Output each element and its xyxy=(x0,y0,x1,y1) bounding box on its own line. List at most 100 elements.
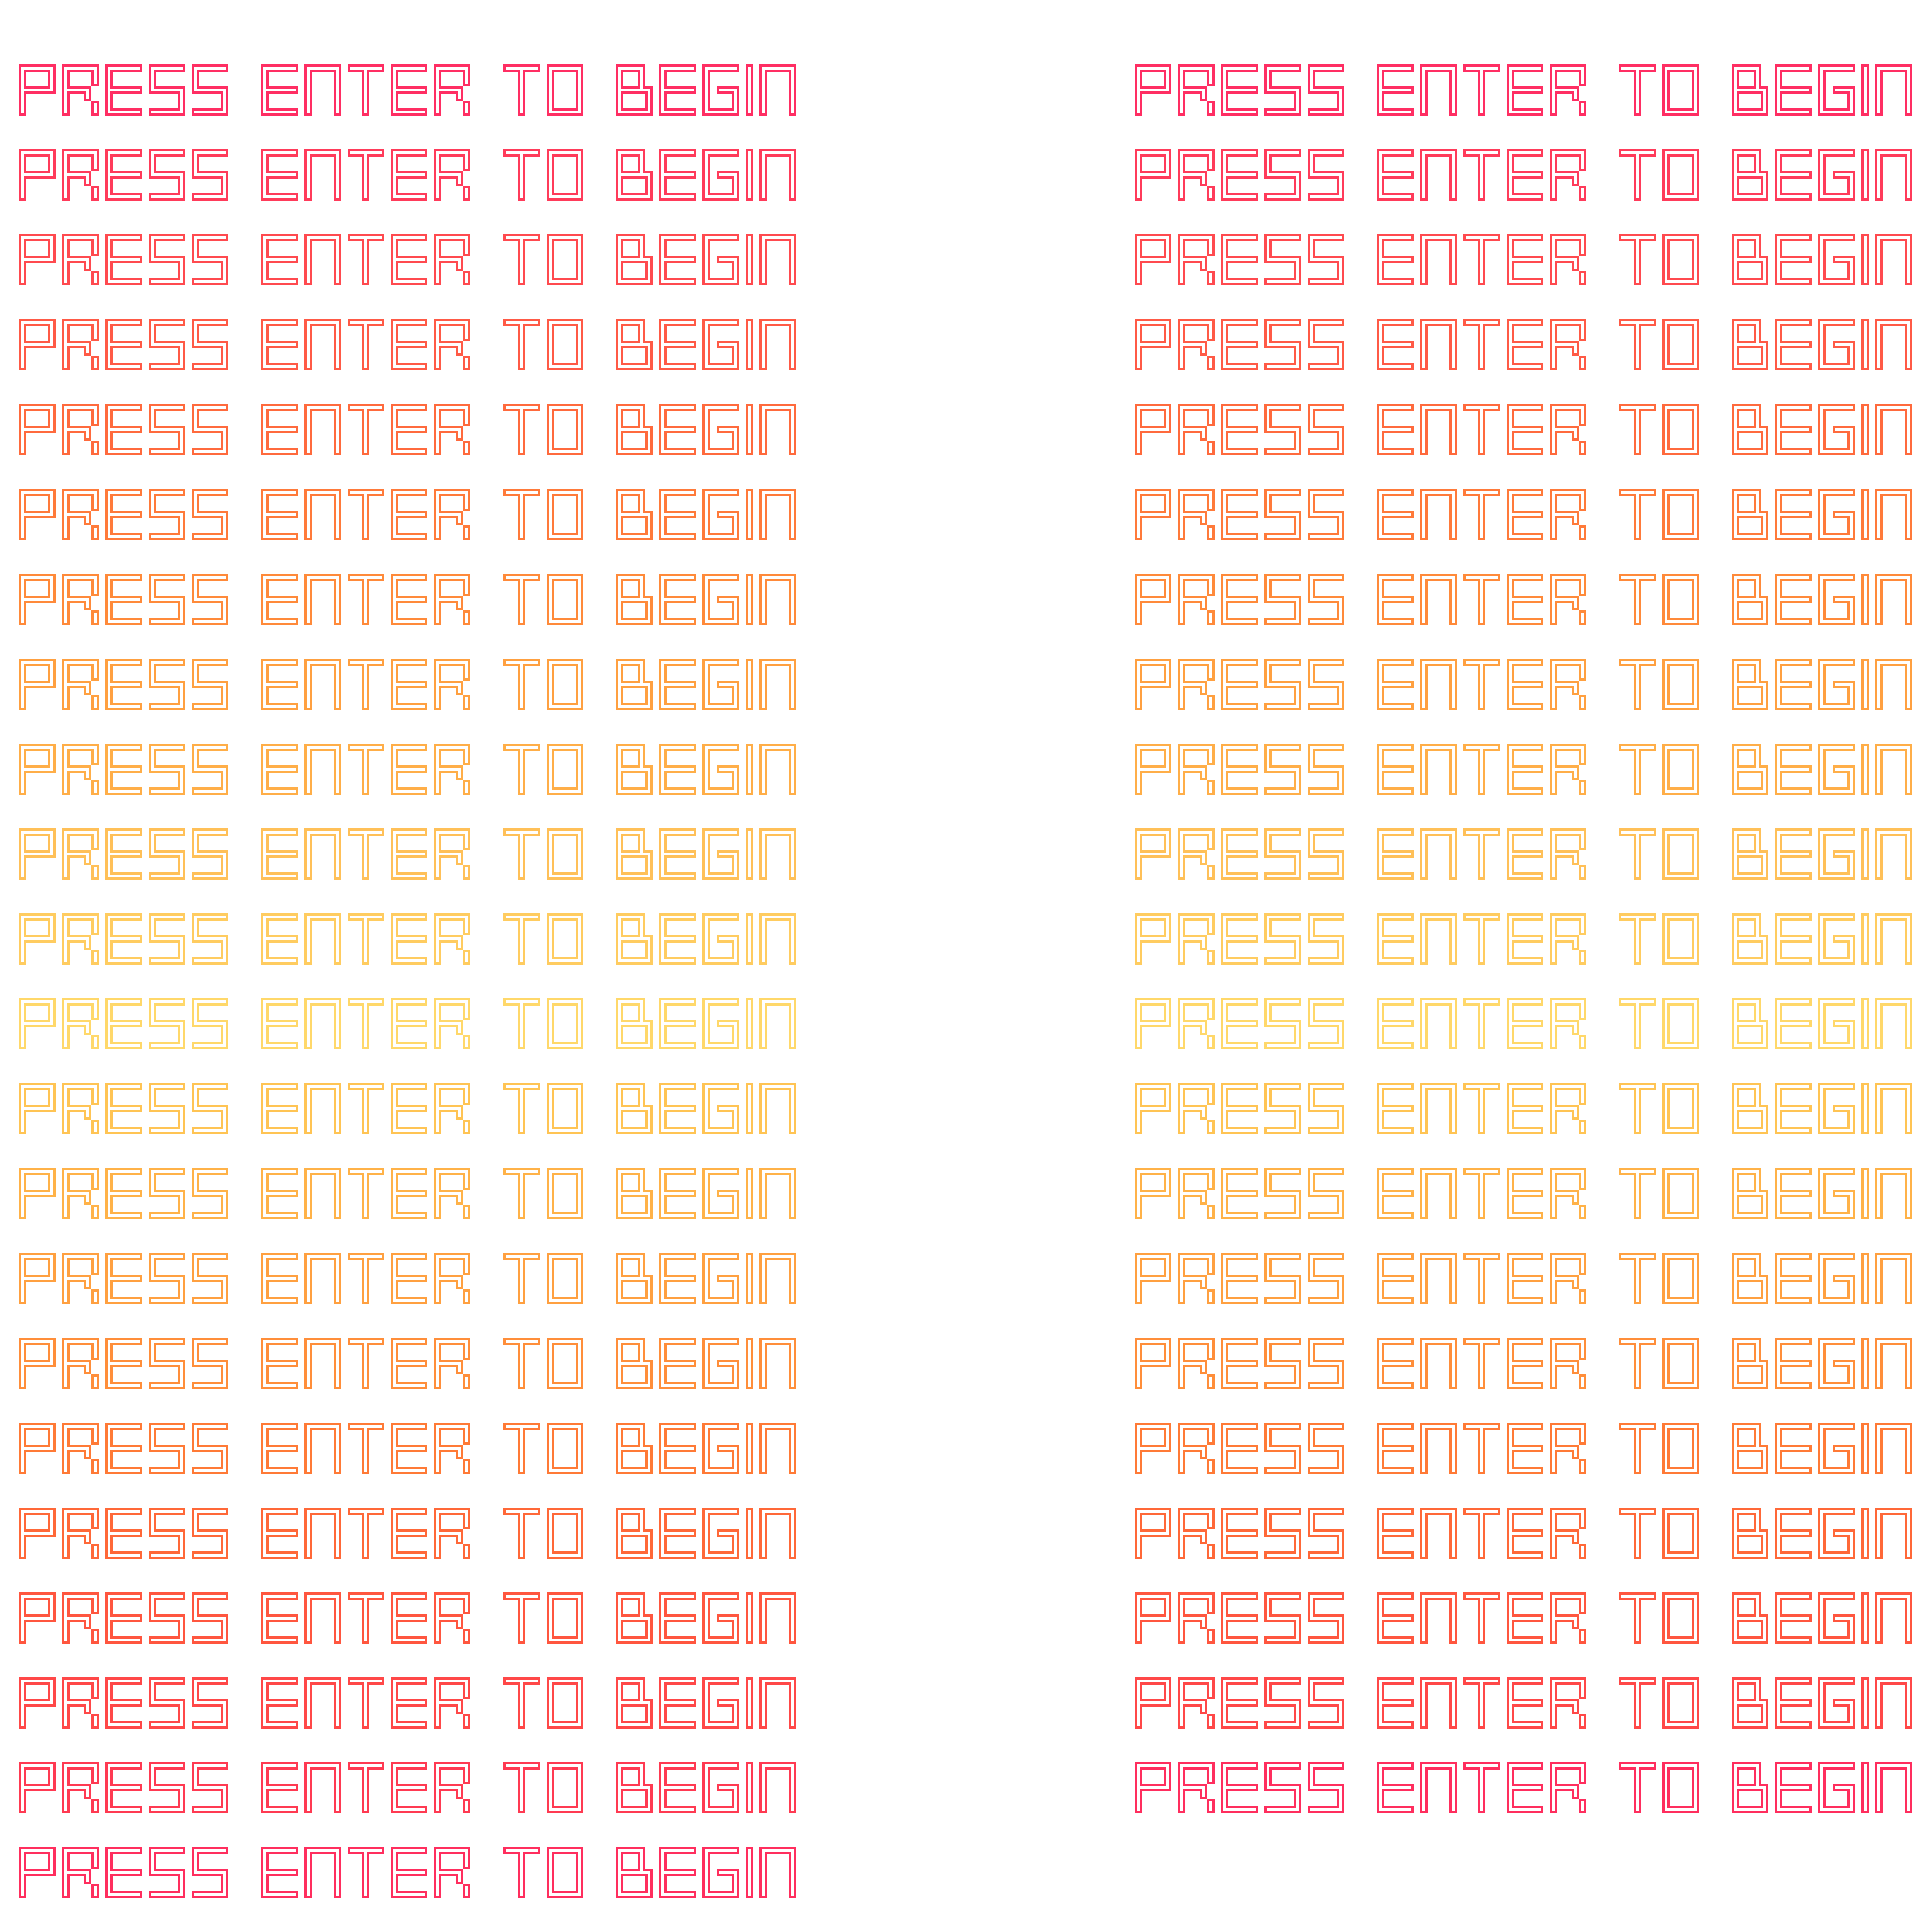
glyph-p xyxy=(19,659,56,710)
glyph-t xyxy=(1619,234,1656,285)
glyph-e xyxy=(1507,998,1543,1049)
glyph-t xyxy=(503,1423,540,1474)
glyph-t xyxy=(503,1083,540,1134)
glyph-e xyxy=(261,64,298,116)
glyph-g xyxy=(702,404,739,455)
glyph-g xyxy=(702,1762,739,1813)
glyph-e xyxy=(1507,234,1543,285)
glyph-e xyxy=(1775,64,1812,116)
pixel-text xyxy=(19,1762,796,1813)
glyph-r xyxy=(1550,1762,1586,1813)
prompt-line-right-9 xyxy=(1135,744,1917,828)
glyph-i xyxy=(746,234,753,285)
glyph-e xyxy=(1377,404,1414,455)
glyph-r xyxy=(1178,64,1215,116)
glyph-r xyxy=(1178,1592,1215,1644)
glyph-s xyxy=(149,1253,185,1304)
glyph-e xyxy=(261,828,298,880)
glyph-e xyxy=(1221,913,1258,965)
prompt-line-left-16 xyxy=(19,1338,824,1423)
glyph-g xyxy=(1818,404,1855,455)
glyph-t xyxy=(348,998,384,1049)
glyph-t xyxy=(348,1083,384,1134)
glyph-s xyxy=(1308,744,1344,795)
glyph-n xyxy=(1875,489,1912,540)
pixel-text xyxy=(19,319,796,370)
glyph-t xyxy=(1619,404,1656,455)
glyph-s xyxy=(149,64,185,116)
glyph-e xyxy=(659,828,696,880)
glyph-t xyxy=(1463,404,1500,455)
glyph-r xyxy=(1550,1677,1586,1729)
glyph-s xyxy=(149,1423,185,1474)
prompt-line-right-11 xyxy=(1135,913,1917,998)
glyph-e xyxy=(659,1508,696,1559)
glyph-t xyxy=(1463,64,1500,116)
glyph-t xyxy=(1463,913,1500,965)
glyph-e xyxy=(1377,319,1414,370)
glyph-e xyxy=(1221,1423,1258,1474)
glyph-t xyxy=(1619,319,1656,370)
glyph-s xyxy=(1308,574,1344,625)
glyph-t xyxy=(1619,1423,1656,1474)
glyph-e xyxy=(105,234,142,285)
pixel-text xyxy=(19,659,796,710)
glyph-b xyxy=(616,913,653,965)
glyph-i xyxy=(746,998,753,1049)
glyph-t xyxy=(1463,1168,1500,1219)
glyph-n xyxy=(304,828,341,880)
glyph-t xyxy=(348,1677,384,1729)
glyph-p xyxy=(19,1592,56,1644)
glyph-i xyxy=(746,1168,753,1219)
glyph-r xyxy=(62,319,99,370)
glyph-e xyxy=(391,404,427,455)
glyph-t xyxy=(1619,1168,1656,1219)
glyph-s xyxy=(1264,913,1301,965)
prompt-line-left-19 xyxy=(19,1592,824,1677)
glyph-p xyxy=(19,489,56,540)
glyph-n xyxy=(1875,574,1912,625)
glyph-g xyxy=(1818,1083,1855,1134)
glyph-t xyxy=(348,489,384,540)
prompt-column-right xyxy=(1116,0,1917,1919)
prompt-line-right-2 xyxy=(1135,149,1917,234)
glyph-g xyxy=(702,1083,739,1134)
glyph-s xyxy=(192,1168,228,1219)
glyph-n xyxy=(1420,913,1457,965)
glyph-s xyxy=(1264,998,1301,1049)
glyph-e xyxy=(1221,1253,1258,1304)
glyph-g xyxy=(702,1847,739,1898)
glyph-r xyxy=(62,1253,99,1304)
glyph-b xyxy=(616,744,653,795)
glyph-s xyxy=(1308,1762,1344,1813)
glyph-n xyxy=(759,404,796,455)
glyph-t xyxy=(348,744,384,795)
glyph-r xyxy=(1550,744,1586,795)
glyph-n xyxy=(304,1253,341,1304)
glyph-t xyxy=(348,574,384,625)
glyph-b xyxy=(1732,1762,1768,1813)
glyph-p xyxy=(1135,1423,1171,1474)
glyph-n xyxy=(759,1677,796,1729)
glyph-o xyxy=(1662,659,1699,710)
glyph-e xyxy=(1507,319,1543,370)
glyph-p xyxy=(1135,1592,1171,1644)
glyph-e xyxy=(659,1423,696,1474)
glyph-r xyxy=(434,1338,470,1389)
glyph-t xyxy=(1463,1508,1500,1559)
glyph-r xyxy=(434,1592,470,1644)
glyph-n xyxy=(1420,998,1457,1049)
glyph-b xyxy=(616,828,653,880)
glyph-r xyxy=(434,1168,470,1219)
glyph-r xyxy=(1550,1423,1586,1474)
glyph-r xyxy=(1178,149,1215,201)
prompt-line-right-18 xyxy=(1135,1508,1917,1592)
pixel-text xyxy=(19,404,796,455)
glyph-s xyxy=(149,998,185,1049)
prompt-line-left-15 xyxy=(19,1253,824,1338)
glyph-o xyxy=(547,1168,583,1219)
glyph-s xyxy=(1264,744,1301,795)
glyph-t xyxy=(503,1168,540,1219)
glyph-e xyxy=(391,1423,427,1474)
glyph-r xyxy=(434,1677,470,1729)
